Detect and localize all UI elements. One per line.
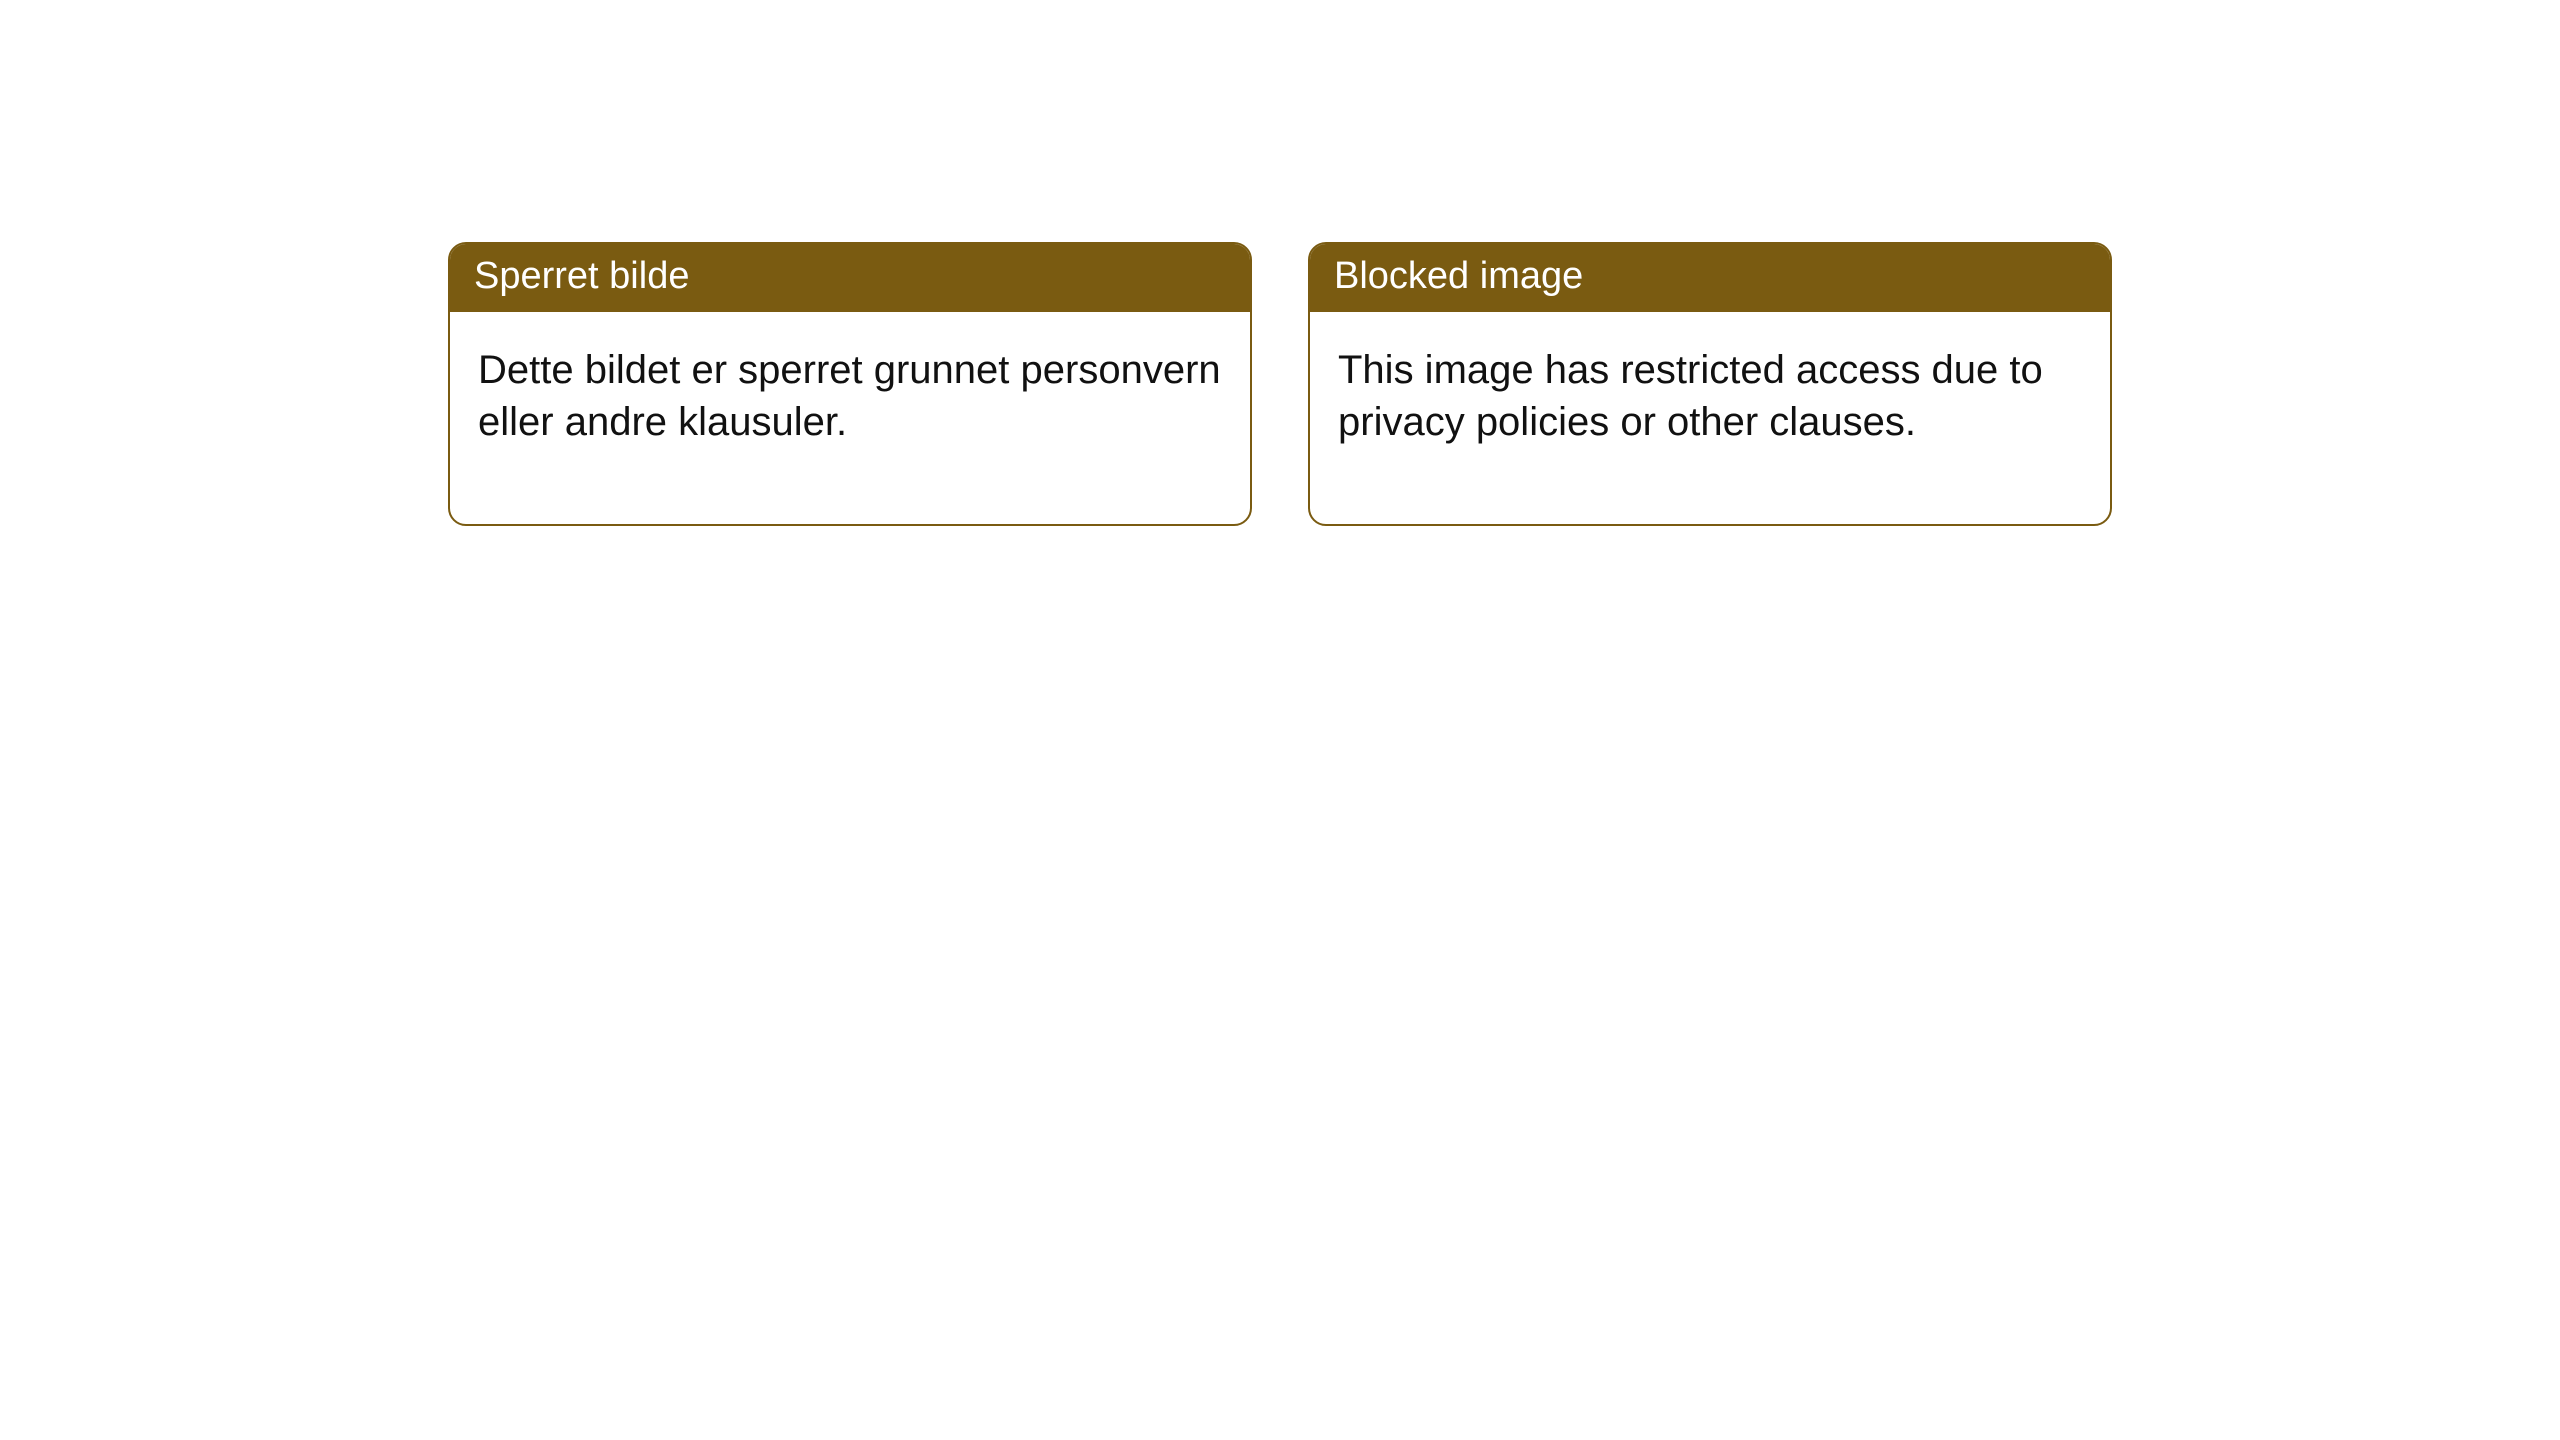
card-header-no: Sperret bilde — [450, 244, 1250, 312]
card-body-no: Dette bildet er sperret grunnet personve… — [450, 312, 1250, 524]
blocked-image-card-no: Sperret bilde Dette bildet er sperret gr… — [448, 242, 1252, 526]
card-header-en: Blocked image — [1310, 244, 2110, 312]
blocked-image-card-en: Blocked image This image has restricted … — [1308, 242, 2112, 526]
notice-container: Sperret bilde Dette bildet er sperret gr… — [0, 0, 2560, 526]
card-body-en: This image has restricted access due to … — [1310, 312, 2110, 524]
